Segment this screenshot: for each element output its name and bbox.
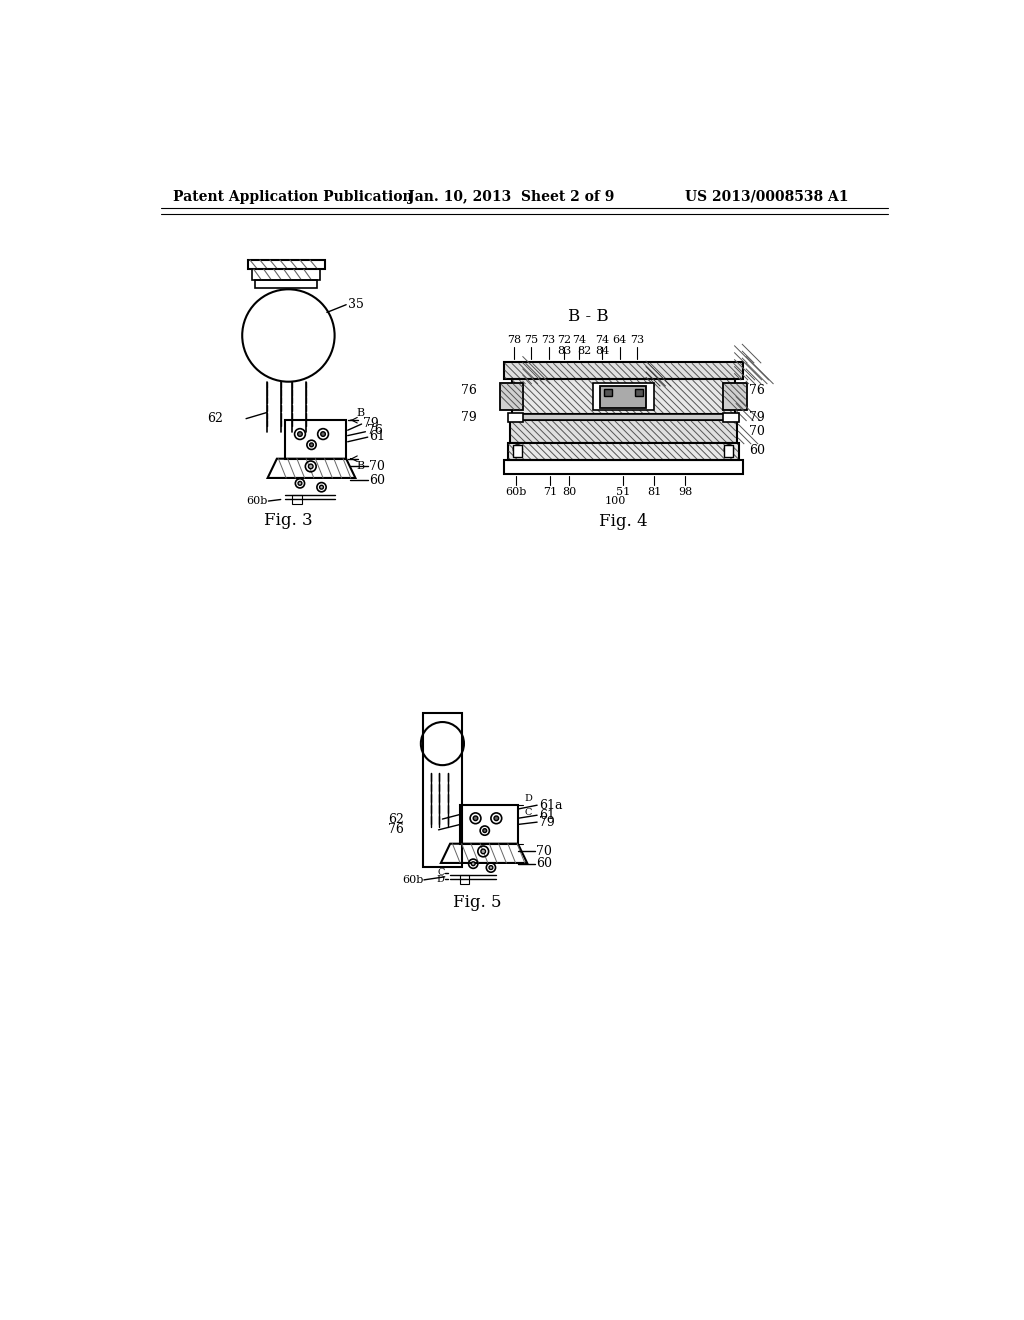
Circle shape [483, 829, 486, 833]
Text: 73: 73 [630, 335, 644, 345]
Bar [724, 383, 746, 411]
Text: 76: 76 [367, 425, 383, 437]
Circle shape [489, 866, 493, 870]
Bar [460, 874, 469, 884]
Text: 79: 79 [364, 417, 379, 430]
Text: 79: 79 [461, 411, 477, 424]
Text: 81: 81 [647, 487, 662, 498]
Text: 73: 73 [542, 335, 556, 345]
Text: 84: 84 [595, 346, 609, 356]
Bar [724, 445, 733, 457]
Circle shape [319, 486, 324, 490]
Text: 72: 72 [557, 335, 571, 345]
Text: 35: 35 [348, 298, 365, 312]
Circle shape [298, 482, 302, 486]
Text: US 2013/0008538 A1: US 2013/0008538 A1 [685, 190, 849, 203]
Text: 82: 82 [578, 346, 592, 356]
Bar [724, 412, 739, 422]
Bar [248, 260, 325, 269]
Text: 74: 74 [572, 335, 587, 345]
Bar [504, 461, 742, 474]
Text: 70: 70 [537, 845, 552, 858]
Text: C: C [437, 869, 444, 878]
Bar [500, 383, 523, 411]
Text: 71: 71 [543, 487, 557, 498]
Circle shape [308, 465, 313, 469]
Text: Fig. 3: Fig. 3 [264, 512, 312, 529]
Text: 76: 76 [388, 824, 403, 837]
Text: Fig. 4: Fig. 4 [599, 512, 647, 529]
Text: C: C [524, 808, 531, 817]
Text: B: B [356, 408, 365, 418]
Circle shape [471, 862, 475, 866]
Text: 61a: 61a [539, 799, 562, 812]
Text: Jan. 10, 2013  Sheet 2 of 9: Jan. 10, 2013 Sheet 2 of 9 [408, 190, 614, 203]
Text: 60b: 60b [505, 487, 526, 498]
Text: 98: 98 [678, 487, 692, 498]
Text: Fig. 5: Fig. 5 [453, 894, 502, 911]
Bar [513, 445, 522, 457]
Text: 60: 60 [537, 857, 552, 870]
Text: 70: 70 [749, 425, 765, 438]
Bar [600, 385, 646, 408]
Bar [252, 269, 319, 280]
Circle shape [321, 432, 326, 437]
Text: 80: 80 [562, 487, 577, 498]
Text: 100: 100 [605, 496, 627, 506]
Bar [512, 414, 735, 420]
Circle shape [494, 816, 499, 821]
Bar [604, 388, 611, 396]
Text: B: B [356, 461, 365, 471]
Bar [510, 420, 736, 444]
Text: 60b: 60b [246, 496, 267, 506]
Circle shape [473, 816, 478, 821]
Text: 60: 60 [370, 474, 385, 487]
Bar [504, 363, 742, 379]
Text: 76: 76 [749, 384, 765, 397]
Circle shape [298, 432, 302, 437]
Bar [635, 388, 643, 396]
Text: 70: 70 [370, 459, 385, 473]
Bar [593, 383, 654, 411]
Text: 78: 78 [507, 335, 521, 345]
Text: 60: 60 [749, 445, 765, 458]
Bar [292, 495, 301, 504]
Text: Patent Application Publication: Patent Application Publication [173, 190, 413, 203]
Bar [508, 444, 739, 461]
Bar [460, 805, 518, 843]
Text: 75: 75 [524, 335, 538, 345]
Text: 76: 76 [461, 384, 477, 397]
Text: 51: 51 [616, 487, 631, 498]
Text: 62: 62 [208, 412, 223, 425]
Text: 74: 74 [595, 335, 609, 345]
Bar [508, 412, 523, 422]
Bar [255, 280, 316, 288]
Text: 79: 79 [749, 411, 765, 424]
Bar [512, 379, 735, 414]
Text: D: D [437, 875, 444, 883]
Text: 61: 61 [539, 809, 555, 822]
Text: B - B: B - B [568, 308, 609, 325]
Bar [423, 713, 462, 867]
Bar [285, 420, 346, 459]
Circle shape [513, 445, 522, 454]
Text: 79: 79 [539, 816, 554, 829]
Text: D: D [524, 793, 531, 803]
Circle shape [481, 849, 485, 854]
Circle shape [309, 444, 313, 446]
Text: 83: 83 [557, 346, 571, 356]
Text: 64: 64 [612, 335, 627, 345]
Text: 61: 61 [370, 430, 385, 444]
Text: 60b: 60b [401, 875, 423, 884]
Circle shape [724, 445, 733, 454]
Text: 62: 62 [388, 813, 403, 825]
